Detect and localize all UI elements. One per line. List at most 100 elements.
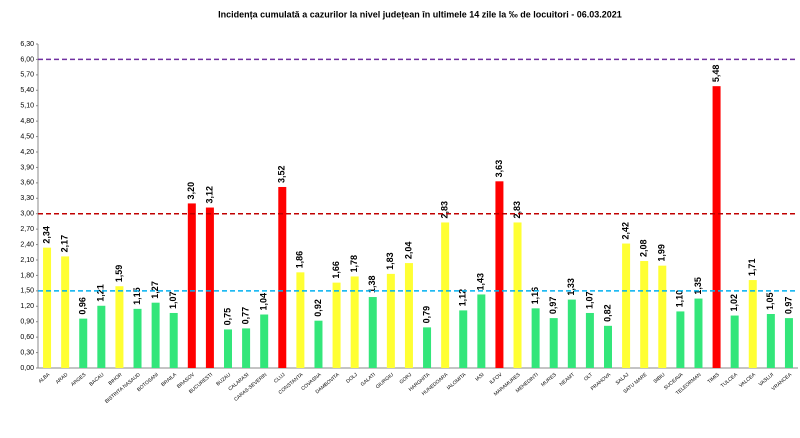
x-tick-label: TULCEA	[720, 372, 739, 390]
bar	[730, 315, 739, 368]
value-label: 0,97	[783, 297, 793, 315]
x-tick-label: VRANCEA	[771, 372, 794, 393]
bar	[133, 308, 142, 368]
value-label: 1,05	[765, 292, 775, 310]
bar	[187, 203, 196, 368]
bar	[622, 243, 631, 368]
x-tick-label: ARAD	[55, 372, 70, 386]
bar	[658, 265, 667, 368]
x-tick-label: CLUJ	[273, 372, 287, 385]
x-tick-label: OLT	[583, 372, 594, 383]
bar	[332, 282, 341, 368]
bar	[567, 299, 576, 368]
bar	[404, 263, 413, 368]
x-tick-label: CARAS-SEVERIN	[233, 372, 268, 403]
value-label: 0,77	[240, 307, 250, 325]
bar	[640, 261, 649, 368]
value-label: 1,78	[349, 255, 359, 273]
y-tick-label: 2,70	[20, 226, 34, 233]
bar	[585, 312, 594, 368]
value-label: 0,82	[602, 304, 612, 322]
y-tick-label: 0,00	[20, 365, 34, 372]
bar	[61, 256, 70, 368]
x-tick-label: DOLJ	[345, 372, 359, 385]
bar	[712, 86, 721, 369]
bar	[694, 298, 703, 368]
bar	[766, 314, 775, 368]
value-label: 1,33	[566, 278, 576, 296]
value-label: 2,17	[60, 235, 70, 253]
y-tick-label: 0,30	[20, 349, 34, 356]
x-tick-label: PRAHOVA	[590, 372, 613, 393]
y-tick-label: 4,80	[20, 118, 34, 125]
value-label: 1,83	[385, 252, 395, 270]
bar	[531, 308, 540, 368]
x-tick-label: ARGES	[70, 372, 88, 388]
chart-title: Incidența cumulată a cazurilor la nivel …	[218, 9, 622, 19]
x-tick-label: SALAJ	[615, 372, 631, 387]
x-tick-label: GIURGIU	[375, 372, 396, 391]
value-label: 0,75	[222, 308, 232, 326]
x-tick-label: VALCEA	[738, 372, 757, 389]
y-tick-label: 3,60	[20, 180, 34, 187]
value-label: 1,86	[295, 251, 305, 269]
x-tick-label: SIBIU	[653, 372, 667, 385]
y-tick-label: 5,40	[20, 87, 34, 94]
value-label: 1,71	[747, 259, 757, 277]
bar	[386, 273, 395, 368]
value-label: 3,12	[204, 186, 214, 204]
bar	[314, 320, 323, 368]
value-label: 3,52	[277, 165, 287, 183]
value-label: 0,92	[313, 299, 323, 317]
value-label: 0,97	[548, 297, 558, 315]
value-label: 3,20	[186, 182, 196, 200]
y-tick-label: 5,10	[20, 103, 34, 110]
value-label: 0,79	[421, 306, 431, 324]
bar	[495, 181, 504, 368]
value-label: 1,99	[657, 244, 667, 262]
value-label: 1,07	[584, 291, 594, 309]
value-label: 1,12	[458, 289, 468, 307]
y-tick-label: 1,50	[20, 288, 34, 295]
value-label: 2,83	[512, 201, 522, 219]
x-tick-label: GORJ	[399, 372, 414, 386]
bar	[169, 312, 178, 368]
x-tick-label: IALOMITA	[446, 372, 468, 392]
bar	[205, 207, 214, 368]
bar	[242, 328, 251, 368]
value-label: 0,96	[78, 297, 88, 315]
bar	[676, 311, 685, 368]
value-label: 1,38	[367, 275, 377, 293]
bar	[350, 276, 359, 368]
y-tick-label: 0,90	[20, 319, 34, 326]
x-tick-label: ILFOV	[489, 372, 504, 386]
y-tick-label: 3,30	[20, 195, 34, 202]
x-tick-label: TIMIS	[707, 372, 722, 386]
bar	[459, 310, 468, 368]
bar	[477, 294, 486, 368]
bar	[151, 302, 160, 368]
y-tick-label: 2,40	[20, 241, 34, 248]
y-tick-label: 4,20	[20, 149, 34, 156]
bar	[748, 280, 757, 368]
value-label: 1,10	[675, 290, 685, 308]
value-label: 1,27	[150, 281, 160, 299]
value-label: 2,08	[639, 239, 649, 257]
value-label: 2,34	[41, 226, 51, 244]
y-tick-label: 6,30	[20, 41, 34, 48]
bar	[224, 329, 232, 368]
bar	[368, 297, 377, 368]
bar	[423, 327, 432, 368]
value-label: 2,83	[440, 201, 450, 219]
bar	[43, 247, 52, 368]
x-tick-label: IASI	[474, 372, 485, 383]
value-label: 1,04	[259, 293, 269, 311]
value-label: 1,16	[530, 287, 540, 305]
bar	[260, 314, 269, 368]
y-tick-label: 3,00	[20, 211, 34, 218]
y-tick-label: 2,10	[20, 257, 34, 264]
y-tick-label: 4,50	[20, 133, 34, 140]
value-label: 5,48	[711, 65, 721, 83]
value-label: 1,21	[96, 284, 106, 302]
bar	[79, 318, 88, 368]
